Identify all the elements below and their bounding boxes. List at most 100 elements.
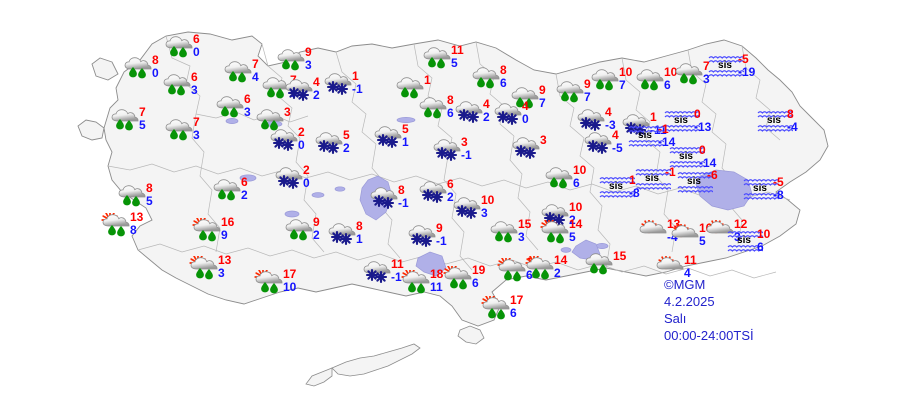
legend-period: 00:00-24:00TSİ [664, 328, 754, 343]
max-temp: 7 [703, 59, 710, 73]
min-temp: 11 [430, 280, 443, 294]
min-temp: 0 [298, 138, 305, 152]
min-temp: 2 [447, 190, 454, 204]
min-temp: -1 [398, 196, 409, 210]
snow-icon [285, 79, 313, 102]
rain-icon [165, 36, 193, 58]
min-temp: -13 [694, 120, 712, 134]
max-temp: 8 [146, 181, 153, 195]
max-temp: 16 [221, 215, 235, 229]
min-temp: 6 [510, 306, 517, 320]
rain-icon [490, 221, 518, 243]
min-temp: 3 [305, 58, 312, 72]
rain-icon [556, 81, 584, 103]
min-temp: -1 [391, 270, 402, 284]
max-temp: 7 [193, 115, 200, 129]
fog-label: sis [687, 176, 701, 187]
rain-icon [111, 109, 139, 131]
min-temp: 8 [130, 223, 137, 237]
min-temp: -1 [436, 234, 447, 248]
min-temp: 6 [664, 78, 671, 92]
max-temp: 1 [650, 110, 657, 124]
min-temp: 9 [221, 228, 228, 242]
max-temp: 4 [612, 128, 619, 142]
max-temp: 18 [430, 267, 444, 281]
fog-icon: sis [706, 56, 745, 79]
max-temp: 0 [694, 107, 701, 121]
snow-icon [315, 132, 343, 155]
sun-cloud-icon [639, 220, 667, 234]
snow-icon [324, 73, 352, 96]
max-temp: -1 [665, 165, 676, 179]
max-temp: 6 [193, 32, 200, 46]
rain-icon [277, 49, 305, 71]
snow-icon [455, 101, 483, 124]
rain-icon [472, 67, 500, 89]
sun-cloud-rain-icon [497, 258, 526, 282]
max-temp: 3 [284, 105, 291, 119]
max-temp: 10 [569, 200, 583, 214]
max-temp: 3 [461, 135, 468, 149]
snow-icon [584, 132, 612, 155]
rain-icon [124, 57, 152, 79]
max-temp: 4 [605, 105, 612, 119]
max-temp: 8 [500, 63, 507, 77]
legend-credit: ©MGM [664, 277, 706, 292]
max-temp: 6 [191, 70, 198, 84]
fog-label: sis [609, 181, 623, 192]
rain-icon [224, 61, 252, 83]
min-temp: 3 [191, 83, 198, 97]
snow-icon [408, 225, 436, 248]
rain-icon [591, 69, 619, 91]
snow-icon [363, 261, 391, 284]
snow-icon [494, 103, 522, 126]
max-temp: 4 [522, 99, 529, 113]
max-temp: 1 [629, 173, 636, 187]
min-temp: 10 [283, 280, 297, 294]
min-temp: 7 [619, 78, 626, 92]
min-temp: -8 [629, 186, 640, 200]
max-temp: 10 [481, 193, 495, 207]
min-temp: -8 [773, 188, 784, 202]
rain-icon [256, 109, 284, 131]
max-temp: 15 [518, 217, 532, 231]
min-temp: 7 [584, 90, 591, 104]
fog-label: sis [767, 115, 781, 126]
max-temp: 19 [472, 263, 486, 277]
max-temp: 10 [664, 65, 678, 79]
min-temp: 1 [402, 135, 409, 149]
sun-cloud-icon [706, 220, 734, 234]
min-temp: 5 [699, 234, 706, 248]
sun-cloud-rain-icon [481, 296, 510, 320]
fog-label: sis [645, 173, 659, 184]
sun-cloud-rain-icon [443, 266, 472, 290]
max-temp: 6 [447, 177, 454, 191]
rain-icon [213, 179, 241, 201]
max-temp: 5 [402, 122, 409, 136]
sun-cloud-rain-icon [192, 218, 221, 242]
max-temp: 11 [391, 257, 404, 271]
snow-icon [433, 139, 461, 162]
fog-icon: sis [741, 179, 780, 202]
max-temp: 14 [569, 217, 583, 231]
fog-label: sis [674, 115, 688, 126]
rain-icon [423, 47, 451, 69]
max-temp: 9 [305, 45, 312, 59]
min-temp: 3 [481, 206, 488, 220]
min-temp: 3 [518, 230, 525, 244]
snow-icon [270, 129, 298, 152]
max-temp: 1 [424, 73, 431, 87]
max-temp: 2 [298, 125, 305, 139]
max-temp: -5 [773, 175, 784, 189]
max-temp: 4 [313, 75, 320, 89]
max-temp: 0 [699, 143, 706, 157]
max-temp: 2 [303, 163, 310, 177]
min-temp: 3 [703, 72, 710, 86]
max-temp: 13 [667, 217, 681, 231]
min-temp: 2 [313, 228, 320, 242]
min-temp: 6 [472, 276, 479, 290]
fog-label: sis [718, 60, 732, 71]
sun-cloud-rain-icon [525, 256, 554, 280]
min-temp: -14 [699, 156, 717, 170]
max-temp: 12 [734, 217, 748, 231]
